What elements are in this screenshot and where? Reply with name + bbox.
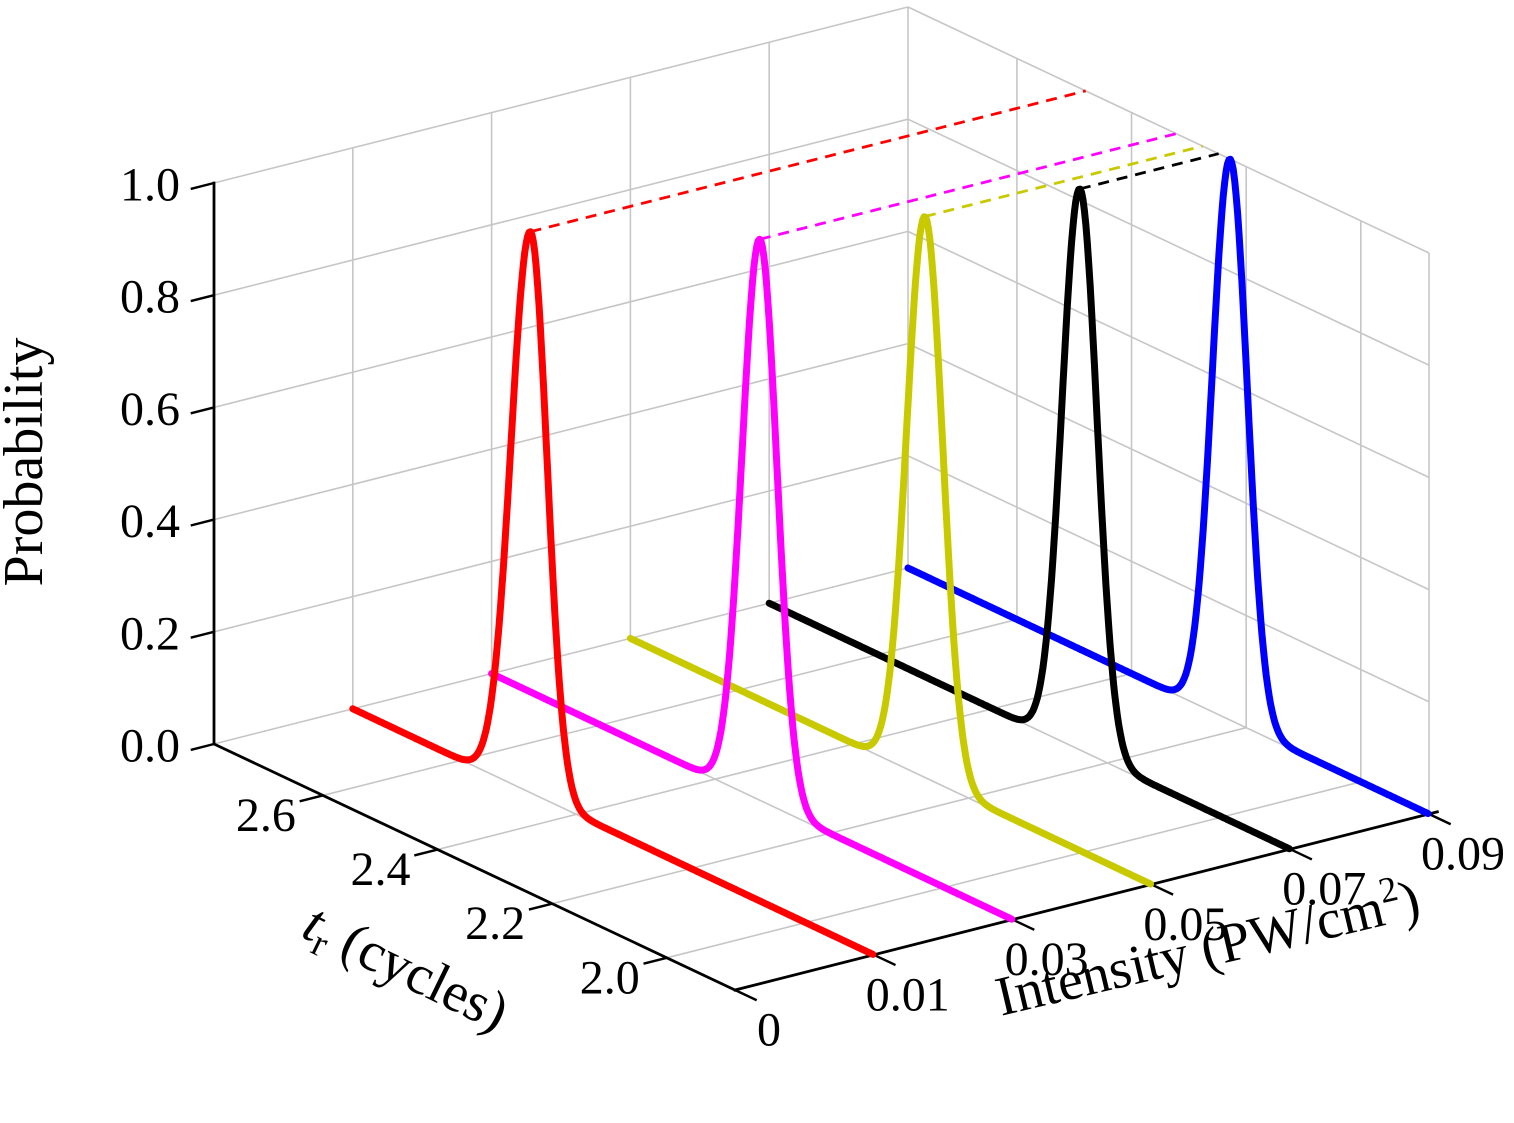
grid-line-backwall-horizontal: [213, 6, 909, 184]
probability-tick: [190, 742, 215, 752]
t-tick: [643, 956, 668, 965]
peak-projection-dash-0.07: [1079, 152, 1219, 191]
intensity-tick-label-0.03: 0.03: [1005, 933, 1089, 986]
probability-curves: [349, 155, 1432, 958]
prob-tick-label-0.8: 0.8: [120, 271, 180, 324]
grid-line-floor-t: [437, 672, 1132, 851]
t-tick: [413, 848, 438, 857]
t-axis-line: [212, 742, 737, 992]
intensity-tick: [873, 953, 897, 967]
prob-tick-label-1.0: 1.0: [120, 159, 180, 212]
intensity-tick-label-0.07: 0.07: [1282, 863, 1366, 916]
peak-projection-dash-0.05: [924, 144, 1203, 218]
probability-tick: [190, 518, 215, 527]
probability-tick: [190, 630, 215, 639]
peak-projection-dash-0.03: [759, 132, 1177, 241]
grid-line-rightwall-horizontal: [907, 455, 1430, 703]
tick-labels: 0.0 0.2 0.4 0.6 0.8 1.0 2.6 2.4 2.2 2.0 0 0.01 0.03 0…: [120, 159, 1505, 1057]
grid-line-backwall-horizontal: [213, 230, 909, 409]
intensity-tick-label-0.09: 0.09: [1421, 828, 1505, 881]
tick-marks: [190, 181, 1452, 1002]
t-tick: [299, 794, 324, 803]
grid-line-backwall-horizontal: [213, 118, 909, 296]
grid-line-backwall-horizontal: [213, 455, 909, 633]
grid-line-rightwall-horizontal: [907, 230, 1430, 479]
prob-tick-label-0.2: 0.2: [120, 607, 180, 660]
intensity-tick: [1428, 812, 1452, 826]
probability-axis-title: Probability: [0, 338, 55, 587]
grid-line-floor-t: [666, 781, 1361, 959]
grid-line-floor-t: [322, 618, 1018, 797]
intensity-tick: [1012, 918, 1035, 931]
intensity-tick-label-0.05: 0.05: [1143, 898, 1227, 951]
probability-tick: [190, 406, 215, 415]
axes: [212, 181, 1440, 992]
t-tick-label-2.6: 2.6: [236, 789, 296, 842]
grid-line-rightwall-horizontal: [907, 342, 1430, 591]
intensity-axis-line: [733, 810, 1440, 992]
curve-intensity-0.03: [488, 235, 1016, 923]
intensity-tick-label-0: 0: [757, 1004, 781, 1057]
t-tick-label-2.2: 2.2: [465, 897, 525, 950]
curve-intensity-0.01: [349, 228, 877, 958]
grid-line-rightwall-horizontal: [907, 6, 1430, 254]
t-tick: [528, 902, 553, 911]
curve-intensity-0.05: [626, 213, 1154, 888]
grid-line-backwall-horizontal: [213, 342, 909, 521]
t-tick-label-2.4: 2.4: [351, 843, 411, 896]
grid-line-rightwall-horizontal: [907, 118, 1430, 366]
t-tick-label-2.0: 2.0: [580, 951, 640, 1004]
intensity-tick: [1150, 883, 1174, 896]
prob-tick-label-0.0: 0.0: [120, 720, 180, 773]
intensity-tick-label-0.01: 0.01: [866, 968, 950, 1021]
peak-projection-dash-0.01: [530, 89, 1087, 234]
curve-intensity-0.07: [765, 185, 1293, 853]
probability-tick: [190, 294, 215, 303]
grid-line-floor-t: [551, 726, 1247, 905]
prob-tick-label-0.6: 0.6: [120, 383, 180, 436]
peak-projection-dashes: [530, 89, 1219, 241]
probability-tick: [190, 181, 215, 191]
grid-lines: [213, 6, 1430, 959]
intensity-tick: [734, 988, 758, 1002]
intensity-tick: [1289, 848, 1313, 861]
prob-tick-label-0.4: 0.4: [120, 495, 180, 548]
curve-intensity-0.09: [904, 155, 1432, 818]
